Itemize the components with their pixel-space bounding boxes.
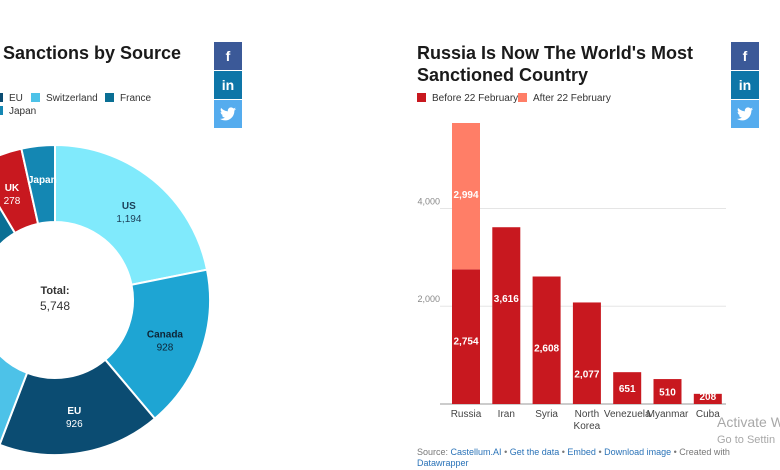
slice-value: 1,194 — [116, 214, 141, 225]
left-chart-title: Sanctions by Source — [3, 43, 182, 63]
x-tick-label: Iran — [498, 409, 515, 420]
legend-label: Switzerland — [46, 93, 98, 104]
donut-slice-japan — [20, 143, 56, 226]
facebook-share-button[interactable]: f — [731, 42, 759, 70]
bar-segment — [693, 393, 722, 404]
legend-swatch — [0, 106, 3, 115]
twitter-share-button[interactable] — [214, 100, 242, 128]
y-tick-label: 2,000 — [417, 294, 440, 304]
x-tick-label: North — [575, 409, 599, 420]
created-with-text: • Created with — [671, 447, 730, 457]
x-tick-label: Myanmar — [647, 409, 689, 420]
legend-item-japan: Japan — [0, 106, 36, 118]
donut-slice-eu — [0, 358, 157, 456]
twitter-share-button[interactable] — [731, 100, 759, 128]
legend-swatch — [417, 93, 426, 102]
separator: • — [595, 447, 605, 457]
donut-slice-switzerland — [0, 353, 29, 447]
bar-value-label: 2,608 — [534, 344, 559, 355]
bar-segment — [653, 379, 682, 404]
donut-chart: US1,194Canada928EU926SwitzerlandFranceUK… — [0, 143, 211, 456]
donut-total-label: Total: — [40, 285, 69, 297]
source-link[interactable]: Castellum.AI — [450, 447, 502, 457]
donut-total-value: 5,748 — [40, 299, 70, 313]
embed-link[interactable]: Embed — [567, 447, 596, 457]
slice-value: 928 — [157, 343, 174, 354]
datawrapper-link[interactable]: Datawrapper — [417, 458, 469, 468]
bar-value-label: 3,616 — [494, 294, 519, 305]
bar-segment — [532, 276, 561, 404]
source-prefix: Source: — [417, 447, 451, 457]
right-chart-title-line1: Russia Is Now The World's Most — [417, 43, 693, 63]
bar-value-label: 2,754 — [453, 336, 478, 347]
legend-swatch — [0, 93, 3, 102]
twitter-icon — [737, 107, 753, 121]
bar-segment — [452, 123, 480, 270]
legend-label: After 22 February — [533, 93, 611, 104]
legend-label: EU — [9, 93, 23, 104]
slice-label: EU — [67, 406, 81, 417]
separator: • — [501, 447, 510, 457]
x-tick-label: Russia — [451, 409, 482, 420]
linkedin-share-button[interactable]: in — [214, 71, 242, 99]
separator: • — [559, 447, 568, 457]
bar-value-label: 651 — [619, 384, 636, 395]
legend-item-after: After 22 February — [518, 93, 611, 105]
x-tick-label: Syria — [535, 409, 558, 420]
get-data-link[interactable]: Get the data — [509, 447, 560, 457]
legend-label: France — [120, 93, 152, 104]
slice-value: 926 — [66, 419, 83, 430]
legend-swatch — [518, 93, 527, 102]
bar-chart: 2,000 4,000 2,754 2,994 Russia 3,616 Iran 2,608… — [417, 123, 726, 432]
legend-swatch — [31, 93, 40, 102]
bar-value-label: 510 — [659, 388, 676, 399]
bar-value-label: 2,077 — [574, 369, 599, 380]
source-line: Source: Castellum.AI • Get the data • Em… — [417, 447, 730, 469]
download-image-link[interactable]: Download image — [604, 447, 672, 457]
slice-label: UK — [5, 183, 20, 194]
donut-slice-france — [0, 205, 17, 247]
bar-segment — [492, 227, 521, 404]
slice-label: US — [122, 201, 136, 212]
legend-label: Before 22 February — [432, 93, 519, 104]
y-tick-label: 4,000 — [417, 196, 440, 206]
slice-value: 278 — [4, 196, 21, 207]
facebook-share-button[interactable]: f — [214, 42, 242, 70]
slice-label: Japan — [28, 175, 57, 186]
linkedin-share-button[interactable]: in — [731, 71, 759, 99]
slice-label: Canada — [147, 330, 184, 341]
right-chart-title-line2: Sanctioned Country — [417, 65, 589, 85]
activate-windows-subtitle: Go to Settin — [717, 434, 776, 446]
x-tick-label: Korea — [574, 421, 601, 432]
bar-value-label: 2,994 — [453, 190, 478, 201]
activate-windows-title: Activate W — [717, 414, 780, 430]
bar-segment — [452, 269, 480, 404]
bar-segment — [572, 302, 601, 404]
legend-item-france: France — [105, 93, 151, 105]
x-tick-label: Venezuela — [604, 409, 651, 420]
twitter-icon — [220, 107, 236, 121]
x-tick-label: Cuba — [696, 409, 720, 420]
bar-segment — [613, 372, 642, 404]
donut-slice-us — [54, 143, 209, 286]
legend-label: Japan — [9, 106, 37, 117]
legend-swatch — [105, 93, 114, 102]
legend-item-switzerland: Switzerland — [31, 93, 98, 105]
legend-item-before: Before 22 February — [417, 93, 518, 105]
bar-value-label: 208 — [699, 392, 716, 403]
legend-item-eu: EU — [0, 93, 23, 105]
